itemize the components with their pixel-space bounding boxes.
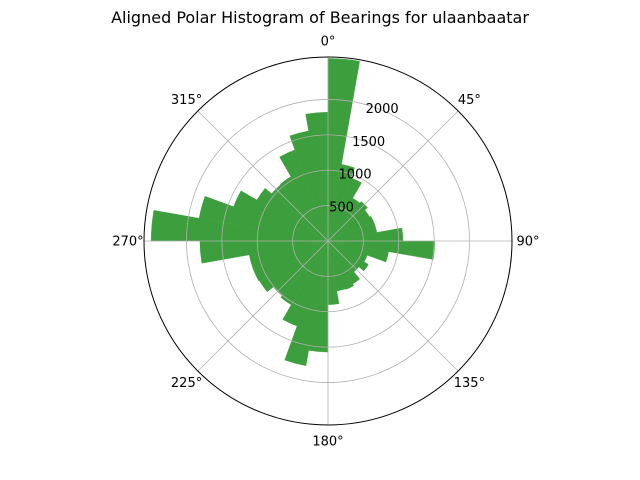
bar-150 [327,240,355,290]
grid-spoke-45 [327,110,459,242]
radial-tick-label-500: 500 [329,200,354,215]
bar-200 [282,240,329,327]
angle-label-270: 270° [112,235,143,250]
angle-label-90: 90° [516,235,539,250]
bar-190 [284,240,329,366]
bar-290 [233,190,329,242]
bar-100 [327,240,389,263]
grid-group [144,57,512,425]
angle-label-315: 315° [171,93,202,108]
radial-labels-group: 500 1000 1500 2000 [329,102,399,215]
grid-spoke-225 [197,240,329,372]
bar-210 [280,240,329,305]
bar-10 [327,164,355,242]
angle-label-225: 225° [171,376,202,391]
grid-spoke-315 [197,110,329,242]
angle-label-0: 0° [321,35,336,50]
bar-300 [256,188,329,242]
chart-title: Aligned Polar Histogram of Bearings for … [111,8,529,27]
angle-label-135: 135° [454,376,485,391]
grid-spoke-135 [327,240,459,372]
polar-frame [143,56,513,426]
radial-tick-label-1000: 1000 [339,168,372,183]
radial-tick-label-1500: 1500 [352,135,385,150]
bar-120 [327,240,369,272]
angle-label-45: 45° [458,93,481,108]
radial-tick-label-2000: 2000 [366,102,399,117]
angle-labels-group: 0° 45° 90° 135° 180° 225° 270° 315° [112,35,539,450]
bar-20 [327,177,362,242]
bars-group [150,58,436,366]
bar-280 [198,196,329,242]
angle-label-180: 180° [312,435,343,450]
